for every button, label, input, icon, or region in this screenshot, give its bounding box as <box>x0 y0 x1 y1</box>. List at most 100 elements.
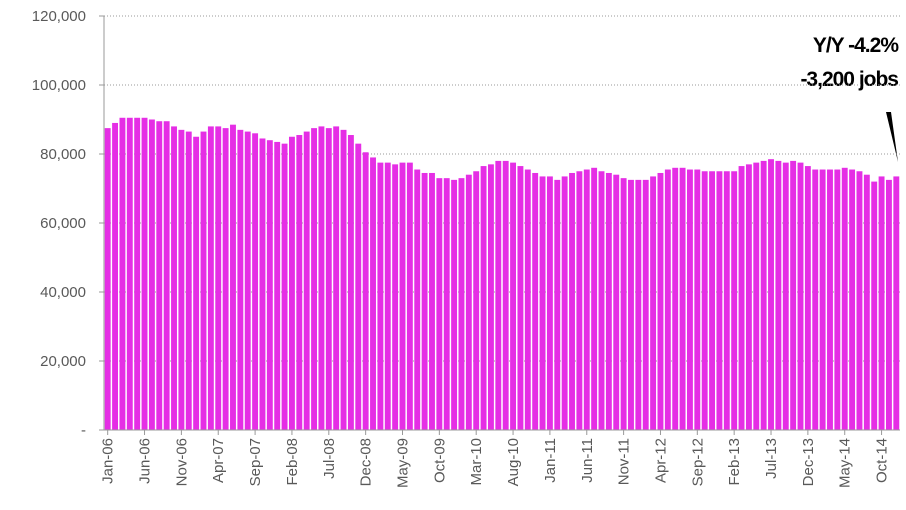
x-tick-label: Aug-10 <box>505 438 522 486</box>
x-tick-label: Jun-06 <box>137 438 154 484</box>
bar <box>333 126 340 431</box>
bar <box>104 128 111 430</box>
bar <box>281 143 288 430</box>
bar <box>878 176 885 430</box>
bar <box>465 174 472 430</box>
x-tick-label: Jun-11 <box>579 438 596 483</box>
x-tick-label: Jul-13 <box>763 438 780 479</box>
x-tick-label: Feb-13 <box>726 438 743 486</box>
bar <box>296 135 303 430</box>
bar <box>569 172 575 430</box>
bar <box>421 172 428 430</box>
bar <box>694 169 701 430</box>
bar <box>797 162 804 430</box>
x-tick-label: Jan-11 <box>542 438 559 483</box>
bar <box>230 124 236 431</box>
x-tick-label: May-09 <box>395 438 412 488</box>
bar <box>487 164 494 430</box>
bar <box>620 178 627 430</box>
bar <box>731 171 738 430</box>
bar <box>605 172 612 430</box>
bar <box>510 162 517 430</box>
x-tick-label: Oct-14 <box>874 438 891 483</box>
bar <box>576 171 583 430</box>
bar <box>126 117 133 431</box>
bar <box>266 140 273 430</box>
bar <box>473 171 480 430</box>
bar <box>429 172 435 430</box>
bar <box>163 121 170 430</box>
bar <box>561 176 568 430</box>
bar <box>193 136 200 430</box>
bar <box>554 179 561 430</box>
bar <box>701 171 708 430</box>
bar <box>635 179 642 430</box>
bar <box>171 126 177 431</box>
y-tick-label: 60,000 <box>40 215 86 232</box>
bar <box>237 129 244 430</box>
bar <box>812 169 819 430</box>
bar <box>399 162 406 430</box>
y-tick-label: 80,000 <box>40 146 86 163</box>
bar <box>613 174 620 430</box>
bar <box>347 135 354 430</box>
bar <box>200 131 207 430</box>
bar <box>871 181 878 430</box>
bar <box>532 172 539 430</box>
bar <box>709 171 716 430</box>
annotation: Y/Y -4.2% <box>813 34 899 57</box>
bar <box>406 162 413 430</box>
bar <box>790 160 797 430</box>
x-tick-label: Feb-08 <box>284 438 301 486</box>
bar <box>856 171 863 430</box>
bar <box>775 160 782 430</box>
x-tick-label: Dec-08 <box>358 438 375 486</box>
y-tick-label: 20,000 <box>40 353 86 370</box>
annotation: -3,200 jobs <box>800 68 898 91</box>
bar <box>148 119 155 430</box>
bar <box>841 167 848 431</box>
bar <box>178 129 185 430</box>
bar <box>288 136 295 430</box>
bar <box>524 169 531 430</box>
bar <box>112 122 119 430</box>
bar <box>340 129 347 430</box>
bar <box>244 131 251 430</box>
x-tick-label: Mar-10 <box>468 438 485 486</box>
bar <box>819 169 826 430</box>
bar <box>768 159 774 431</box>
bar <box>642 179 649 430</box>
bar <box>134 117 141 431</box>
bar <box>215 126 222 431</box>
bar <box>259 138 266 430</box>
bar <box>753 162 760 430</box>
bar <box>745 164 752 430</box>
x-tick-label: Sep-12 <box>689 438 706 486</box>
bar <box>849 169 856 430</box>
bar <box>893 176 900 430</box>
bar <box>885 179 892 430</box>
bar <box>672 167 679 431</box>
bar <box>664 169 671 430</box>
bar <box>517 166 524 430</box>
bar <box>119 117 126 431</box>
x-tick-label: Jan-06 <box>100 438 117 484</box>
bar <box>657 172 664 430</box>
bar <box>436 178 443 430</box>
bar <box>723 171 730 430</box>
bar <box>318 126 325 431</box>
y-tick-label: 120,000 <box>32 8 86 25</box>
bar <box>591 167 598 431</box>
bar <box>628 179 634 430</box>
bar <box>303 131 310 430</box>
bar <box>480 166 487 430</box>
x-tick-label: Nov-06 <box>173 438 190 486</box>
bar <box>185 131 192 430</box>
bar <box>443 178 450 430</box>
x-tick-label: Sep-07 <box>247 438 264 486</box>
bar <box>377 162 384 430</box>
bar <box>141 117 148 431</box>
annotation-pointer <box>886 112 898 162</box>
